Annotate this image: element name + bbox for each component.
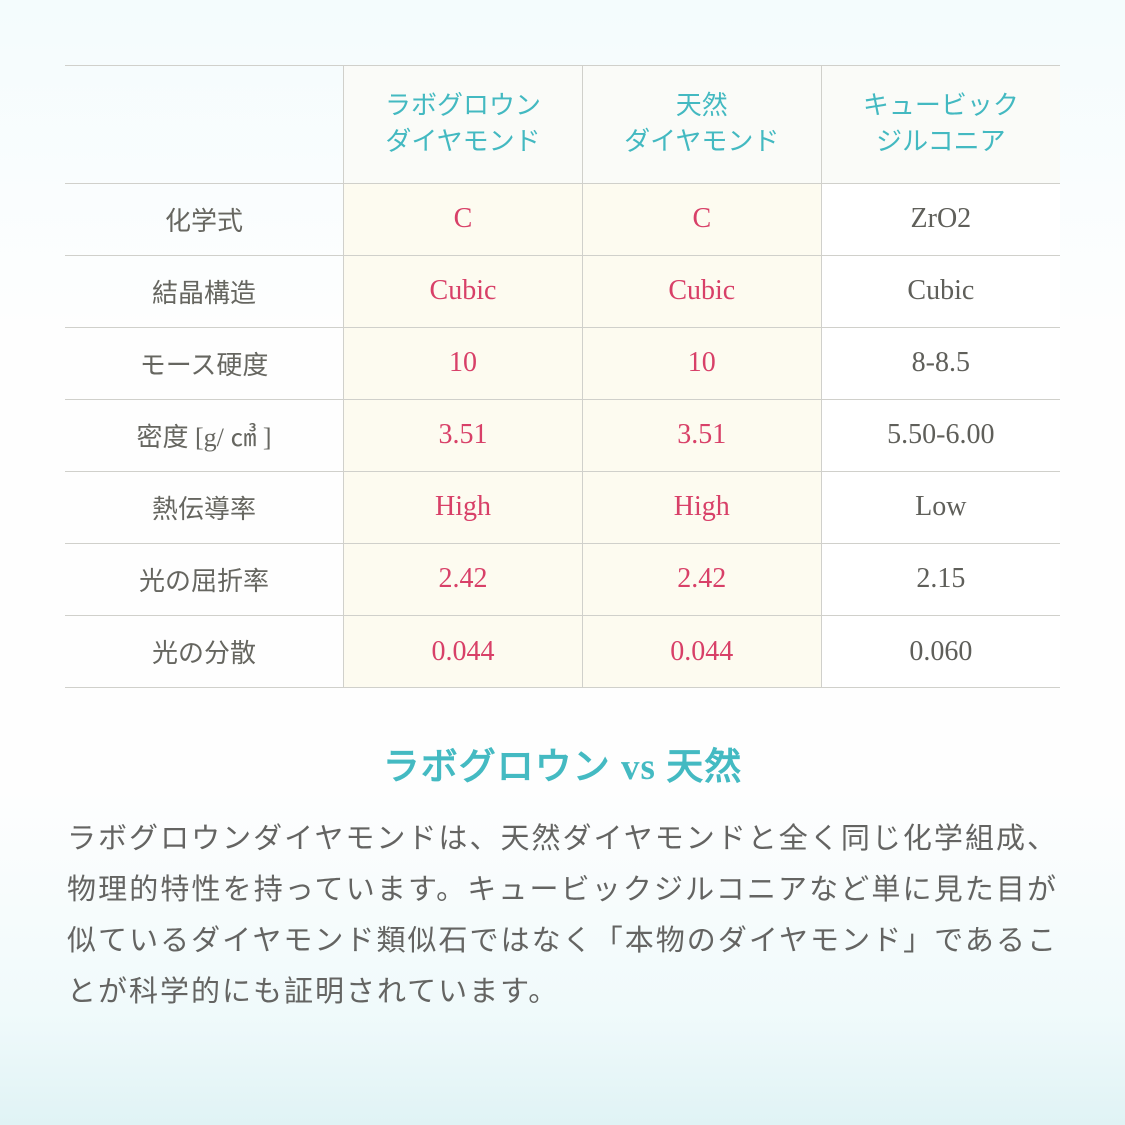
cell-cz: 5.50-6.00 <box>821 399 1060 471</box>
row-label: 化学式 <box>65 183 344 255</box>
cell-lab: 10 <box>344 327 583 399</box>
section-headline: ラボグロウン vs 天然 <box>65 736 1060 790</box>
table-row: 光の分散0.0440.0440.060 <box>65 615 1060 687</box>
comparison-table-container: ラボグロウンダイヤモンド 天然ダイヤモンド キュービックジルコニア 化学式CCZ… <box>65 65 1060 688</box>
table-row: 結晶構造CubicCubicCubic <box>65 255 1060 327</box>
cell-natural: 2.42 <box>582 543 821 615</box>
cell-cz: ZrO2 <box>821 183 1060 255</box>
section-body: ラボグロウンダイヤモンドは、天然ダイヤモンドと全く同じ化学組成、物理的特性を持っ… <box>65 814 1060 1017</box>
cell-lab: 2.42 <box>344 543 583 615</box>
table-row: 光の屈折率2.422.422.15 <box>65 543 1060 615</box>
cell-lab: C <box>344 183 583 255</box>
row-label: 密度 [g/ ㎤ ] <box>65 399 344 471</box>
row-label: 光の屈折率 <box>65 543 344 615</box>
cell-natural: C <box>582 183 821 255</box>
cell-natural: 0.044 <box>582 615 821 687</box>
row-label: 結晶構造 <box>65 255 344 327</box>
row-label: 熱伝導率 <box>65 471 344 543</box>
header-blank <box>65 66 344 183</box>
header-natural: 天然ダイヤモンド <box>582 66 821 183</box>
cell-cz: Cubic <box>821 255 1060 327</box>
cell-cz: 2.15 <box>821 543 1060 615</box>
cell-lab: High <box>344 471 583 543</box>
cell-cz: 8-8.5 <box>821 327 1060 399</box>
comparison-table: ラボグロウンダイヤモンド 天然ダイヤモンド キュービックジルコニア 化学式CCZ… <box>65 66 1060 687</box>
cell-cz: 0.060 <box>821 615 1060 687</box>
cell-cz: Low <box>821 471 1060 543</box>
cell-lab: 0.044 <box>344 615 583 687</box>
table-header-row: ラボグロウンダイヤモンド 天然ダイヤモンド キュービックジルコニア <box>65 66 1060 183</box>
table-row: 密度 [g/ ㎤ ]3.513.515.50-6.00 <box>65 399 1060 471</box>
row-label: モース硬度 <box>65 327 344 399</box>
cell-natural: Cubic <box>582 255 821 327</box>
cell-natural: 3.51 <box>582 399 821 471</box>
table-row: 熱伝導率HighHighLow <box>65 471 1060 543</box>
cell-lab: 3.51 <box>344 399 583 471</box>
table-row: モース硬度10108-8.5 <box>65 327 1060 399</box>
header-cz: キュービックジルコニア <box>821 66 1060 183</box>
table-body: 化学式CCZrO2結晶構造CubicCubicCubicモース硬度10108-8… <box>65 183 1060 687</box>
cell-natural: 10 <box>582 327 821 399</box>
table-row: 化学式CCZrO2 <box>65 183 1060 255</box>
cell-natural: High <box>582 471 821 543</box>
row-label: 光の分散 <box>65 615 344 687</box>
cell-lab: Cubic <box>344 255 583 327</box>
header-lab: ラボグロウンダイヤモンド <box>344 66 583 183</box>
